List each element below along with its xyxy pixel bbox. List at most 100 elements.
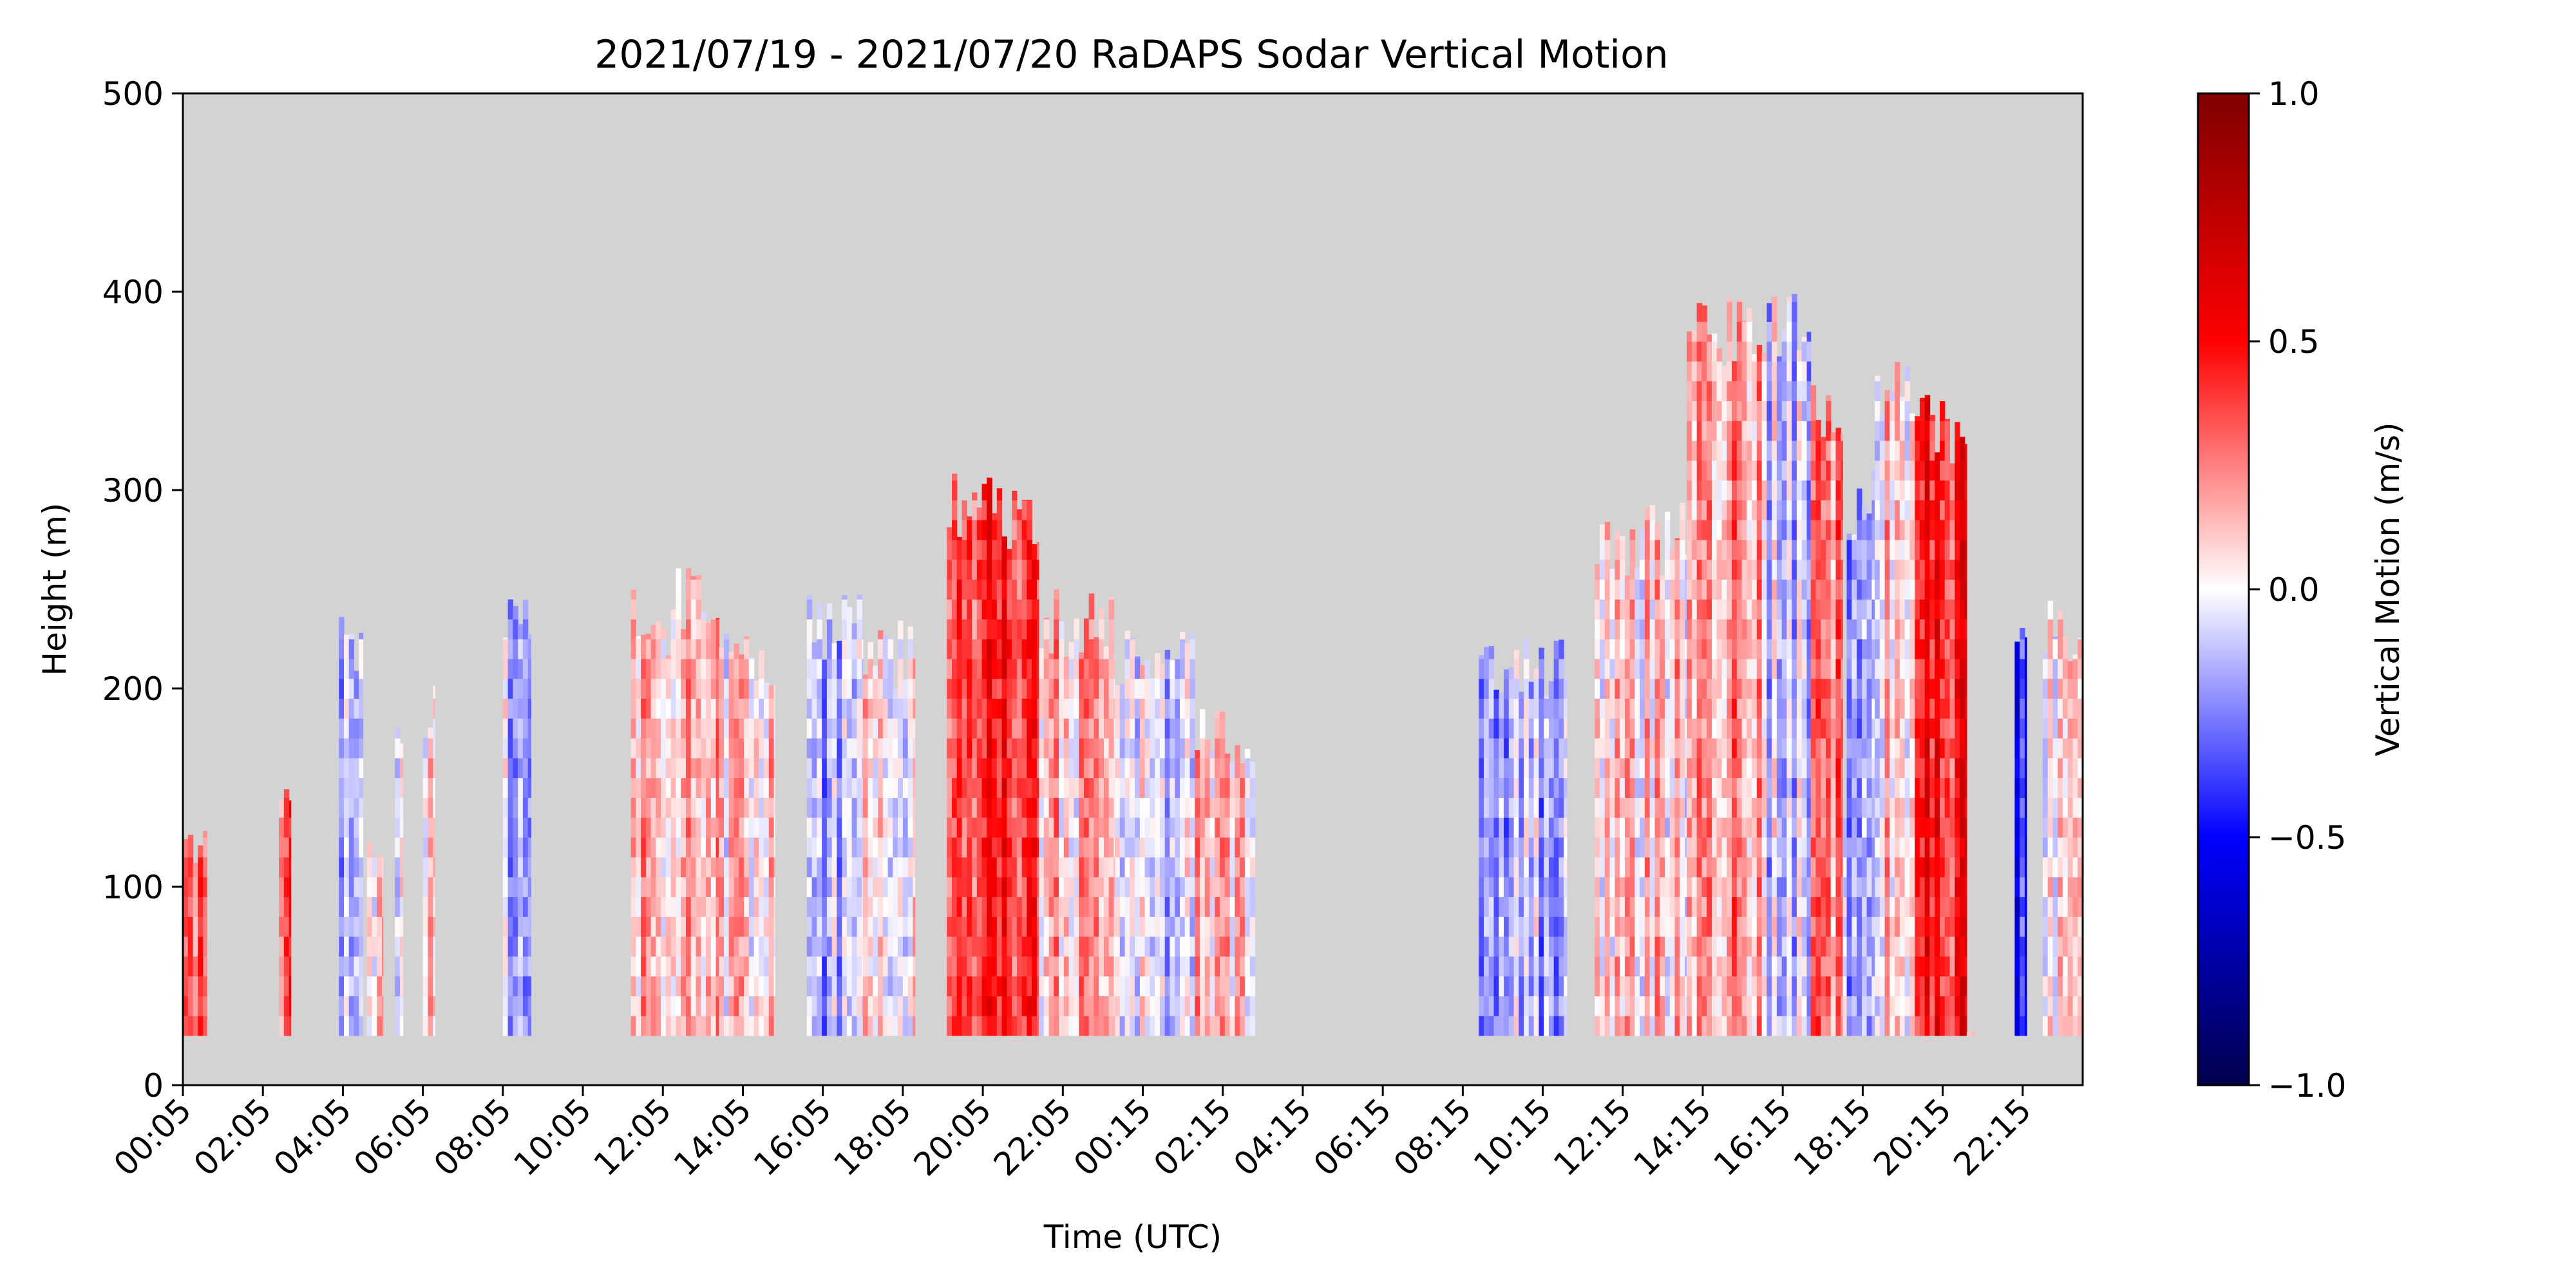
heatmap-cell [753, 817, 759, 838]
heatmap-cell [1039, 956, 1045, 977]
heatmap-cell [1021, 678, 1028, 699]
heatmap-cell [1747, 738, 1752, 759]
heatmap-cell [1155, 837, 1160, 858]
heatmap-cell [1012, 579, 1018, 600]
heatmap-cell [1810, 876, 1817, 897]
heatmap-cell [1048, 777, 1054, 798]
heatmap-cell [1620, 956, 1625, 977]
heatmap-cell [715, 618, 719, 620]
heatmap-cell [1846, 857, 1852, 878]
heatmap-cell [1826, 857, 1832, 878]
heatmap-cell [1721, 678, 1727, 699]
heatmap-cell [701, 612, 706, 620]
heatmap-cell [1821, 837, 1826, 858]
heatmap-cell [981, 896, 987, 917]
heatmap-cell [710, 618, 717, 620]
heatmap-cell [1716, 599, 1723, 620]
heatmap-cell [428, 896, 433, 917]
heatmap-cell [428, 757, 433, 779]
heatmap-cell [1499, 936, 1504, 957]
heatmap-cell [1094, 817, 1099, 838]
heatmap-cell [806, 896, 813, 917]
heatmap-cell [1842, 857, 1848, 878]
heatmap-cell [947, 579, 952, 600]
heatmap-cell [1479, 738, 1484, 759]
heatmap-cell [1815, 698, 1821, 719]
heatmap-cell [1691, 837, 1698, 858]
heatmap-cell [1099, 857, 1104, 878]
heatmap-cell [857, 777, 862, 798]
heatmap-cell [1649, 896, 1656, 917]
heatmap-cell [1685, 738, 1687, 759]
heatmap-cell [862, 936, 864, 957]
heatmap-cell [862, 738, 869, 759]
heatmap-cell [1513, 797, 1519, 818]
heatmap-cell [1615, 579, 1620, 600]
heatmap-cell [1108, 738, 1115, 759]
heatmap-cell [1209, 837, 1215, 858]
heatmap-cell [1016, 876, 1023, 897]
heatmap-cell [670, 857, 677, 878]
heatmap-cell [422, 777, 428, 798]
heatmap-cell [1012, 698, 1018, 719]
heatmap-cell [645, 817, 652, 838]
heatmap-cell [1752, 440, 1757, 461]
heatmap-cell [734, 718, 739, 739]
heatmap-cell [1012, 837, 1018, 858]
heatmap-cell [842, 639, 848, 659]
heatmap-cell [422, 737, 428, 739]
heatmap-cell [1741, 817, 1747, 838]
heatmap-cell [502, 698, 509, 719]
heatmap-cell [359, 876, 364, 897]
heatmap-cell [724, 718, 730, 739]
heatmap-cell [1826, 956, 1832, 977]
heatmap-cell [1732, 797, 1738, 818]
heatmap-cell [1766, 738, 1772, 759]
heatmap-cell [1741, 361, 1747, 382]
heatmap-cell [1544, 996, 1549, 1016]
heatmap-cell [1685, 976, 1687, 996]
heatmap-cell [1766, 361, 1772, 382]
heatmap-cell [1533, 718, 1539, 739]
heatmap-cell [676, 757, 681, 779]
heatmap-cell [1150, 718, 1155, 739]
heatmap-cell [1229, 896, 1235, 917]
heatmap-cell [1841, 817, 1843, 838]
heatmap-cell [893, 1016, 898, 1036]
heatmap-cell [1801, 876, 1808, 897]
heatmap-cell [1761, 520, 1767, 540]
heatmap-cell [1499, 1016, 1504, 1036]
heatmap-cell [744, 857, 750, 878]
heatmap-cell [279, 956, 285, 977]
heatmap-cell [1493, 797, 1499, 818]
heatmap-cell [1747, 718, 1752, 739]
heatmap-cell [773, 996, 775, 1016]
heatmap-cell [967, 956, 972, 977]
heatmap-cell [996, 936, 1003, 957]
heatmap-cell [1119, 738, 1126, 759]
heatmap-cell [1732, 678, 1738, 699]
heatmap-cell [862, 757, 869, 779]
heatmap-cell [522, 658, 529, 679]
heatmap-cell [1841, 777, 1843, 798]
heatmap-cell [1654, 817, 1660, 838]
heatmap-cell [1021, 996, 1028, 1016]
heatmap-cell [686, 976, 692, 996]
heatmap-cell [665, 976, 672, 996]
heatmap-cell [981, 619, 987, 639]
heatmap-cell [636, 916, 641, 937]
heatmap-cell [768, 817, 775, 838]
heatmap-cell [1108, 956, 1115, 977]
heatmap-cell [1012, 540, 1018, 560]
heatmap-cell [1595, 619, 1600, 639]
heatmap-cell [1068, 757, 1074, 779]
heatmap-cell [650, 837, 656, 858]
heatmap-cell [1781, 540, 1788, 560]
heatmap-cell [1786, 916, 1792, 937]
heatmap-cell [1761, 401, 1767, 421]
heatmap-cell [1150, 757, 1155, 779]
heatmap-cell [1204, 896, 1211, 917]
heatmap-cell [1229, 777, 1235, 798]
heatmap-cell [1043, 639, 1050, 659]
heatmap-cell [1741, 520, 1747, 540]
